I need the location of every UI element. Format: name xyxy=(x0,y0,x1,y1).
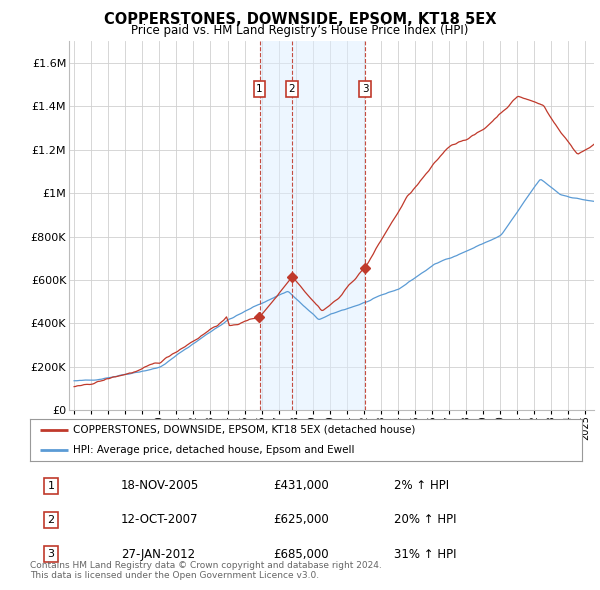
Text: Price paid vs. HM Land Registry’s House Price Index (HPI): Price paid vs. HM Land Registry’s House … xyxy=(131,24,469,37)
Text: Contains HM Land Registry data © Crown copyright and database right 2024.: Contains HM Land Registry data © Crown c… xyxy=(30,561,382,570)
Text: 27-JAN-2012: 27-JAN-2012 xyxy=(121,548,195,560)
Text: 2% ↑ HPI: 2% ↑ HPI xyxy=(394,479,449,493)
Text: £625,000: £625,000 xyxy=(273,513,329,526)
Text: COPPERSTONES, DOWNSIDE, EPSOM, KT18 5EX: COPPERSTONES, DOWNSIDE, EPSOM, KT18 5EX xyxy=(104,12,496,27)
Text: 3: 3 xyxy=(47,549,55,559)
Text: 18-NOV-2005: 18-NOV-2005 xyxy=(121,479,199,493)
Text: 3: 3 xyxy=(362,84,368,94)
Bar xyxy=(260,41,365,410)
Text: 1: 1 xyxy=(47,481,55,491)
Text: £431,000: £431,000 xyxy=(273,479,329,493)
Text: £685,000: £685,000 xyxy=(273,548,329,560)
Text: 31% ↑ HPI: 31% ↑ HPI xyxy=(394,548,457,560)
Text: COPPERSTONES, DOWNSIDE, EPSOM, KT18 5EX (detached house): COPPERSTONES, DOWNSIDE, EPSOM, KT18 5EX … xyxy=(73,425,415,435)
Text: 12-OCT-2007: 12-OCT-2007 xyxy=(121,513,199,526)
Text: 2: 2 xyxy=(47,515,55,525)
Text: 2: 2 xyxy=(289,84,295,94)
Text: 20% ↑ HPI: 20% ↑ HPI xyxy=(394,513,457,526)
Text: This data is licensed under the Open Government Licence v3.0.: This data is licensed under the Open Gov… xyxy=(30,571,319,580)
Text: 1: 1 xyxy=(256,84,263,94)
Text: HPI: Average price, detached house, Epsom and Ewell: HPI: Average price, detached house, Epso… xyxy=(73,445,355,455)
